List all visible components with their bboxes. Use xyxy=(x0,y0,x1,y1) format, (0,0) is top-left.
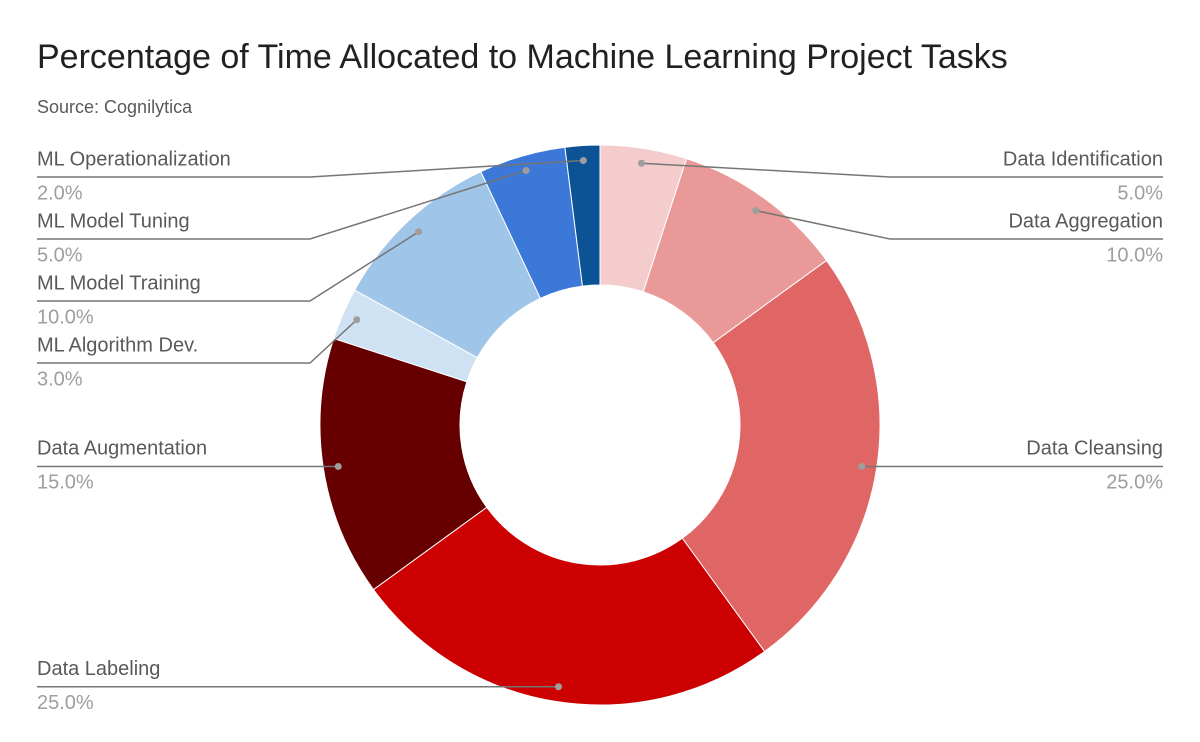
leader-line xyxy=(37,159,584,178)
slice-label: Data Aggregation xyxy=(1008,210,1163,232)
donut-slice xyxy=(319,337,488,591)
slice-label: ML Model Training xyxy=(37,272,201,294)
leader-line xyxy=(37,319,358,364)
slice-label: ML Operationalization xyxy=(37,148,231,170)
value-label: 10.0% xyxy=(1106,244,1163,266)
value-label: 25.0% xyxy=(37,692,94,714)
slice-label: ML Algorithm Dev. xyxy=(37,334,198,356)
slice-label: Data Augmentation xyxy=(37,438,207,460)
chart-subtitle: Source: Cognilytica xyxy=(37,97,193,117)
leader-dot xyxy=(353,316,361,324)
leader-line xyxy=(37,169,527,240)
value-label: 5.0% xyxy=(1117,182,1163,204)
leader-dot xyxy=(555,683,563,691)
leader-dot xyxy=(858,462,866,470)
slice-label: Data Cleansing xyxy=(1026,438,1163,460)
value-label: 5.0% xyxy=(37,244,83,266)
value-label: 15.0% xyxy=(37,472,94,494)
leader-dot xyxy=(752,207,760,215)
slice-label: Data Identification xyxy=(1003,148,1163,170)
slice-label: Data Labeling xyxy=(37,658,160,680)
leader-dot xyxy=(415,228,423,236)
leader-dot xyxy=(522,167,530,175)
value-label: 2.0% xyxy=(37,182,83,204)
value-label: 25.0% xyxy=(1106,472,1163,494)
leader-dot xyxy=(579,157,587,165)
value-label: 10.0% xyxy=(37,306,94,328)
leader-line xyxy=(641,162,1163,178)
chart-title: Percentage of Time Allocated to Machine … xyxy=(37,38,1008,76)
donut-slice xyxy=(681,259,881,653)
donut-slice xyxy=(564,144,601,287)
slice-label: ML Model Tuning xyxy=(37,210,190,232)
value-label: 3.0% xyxy=(37,368,83,390)
leader-line xyxy=(37,231,419,302)
donut-slice xyxy=(372,506,766,706)
leader-dot xyxy=(334,462,342,470)
leader-dot xyxy=(637,159,645,167)
leader-line xyxy=(755,209,1163,240)
